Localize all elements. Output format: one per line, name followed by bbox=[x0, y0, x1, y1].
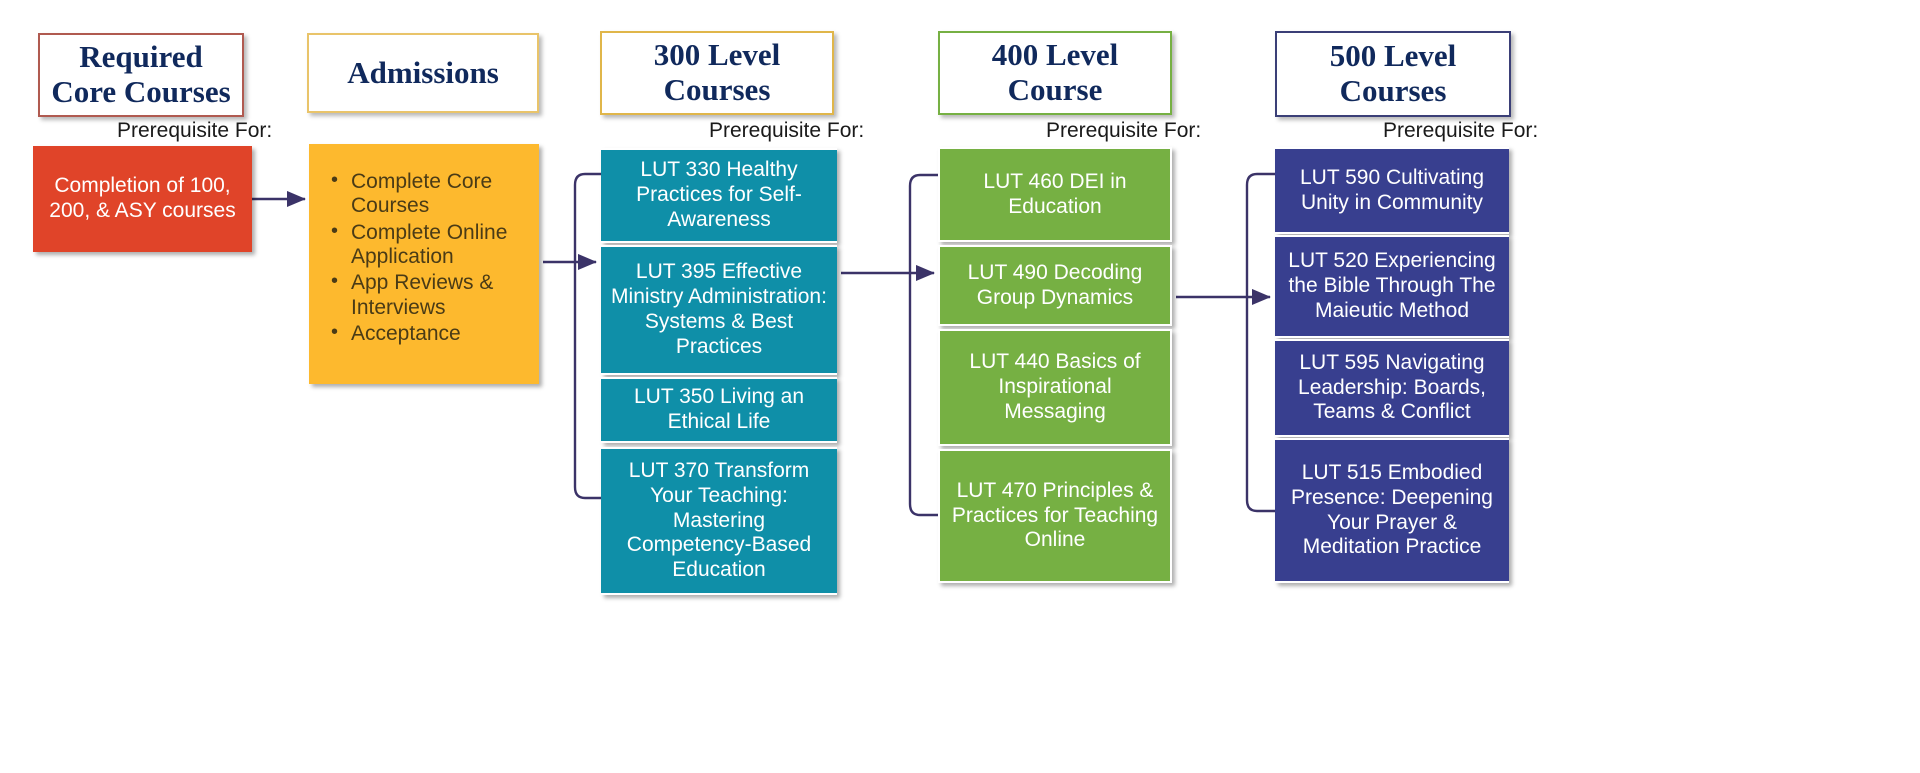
block-lut-470[interactable]: LUT 470 Principles & Practices for Teach… bbox=[938, 449, 1172, 583]
block-lut-330[interactable]: LUT 330 Healthy Practices for Self-Aware… bbox=[601, 148, 837, 243]
list-item: Complete Online Application bbox=[331, 220, 527, 270]
header-admissions: Admissions bbox=[307, 33, 539, 113]
header-required-core-courses: Required Core Courses bbox=[38, 33, 244, 117]
prerequisite-label-core: Prerequisite For: bbox=[117, 119, 273, 142]
block-lut-395[interactable]: LUT 395 Effective Ministry Administratio… bbox=[601, 245, 837, 375]
admissions-requirements-list[interactable]: Complete Core Courses Complete Online Ap… bbox=[309, 144, 539, 384]
header-500-level-courses: 500 Level Courses bbox=[1275, 31, 1511, 117]
block-lut-590[interactable]: LUT 590 Cultivating Unity in Community bbox=[1275, 147, 1509, 234]
prerequisite-label-300: Prerequisite For: bbox=[709, 119, 865, 142]
prerequisite-label-500: Prerequisite For: bbox=[1383, 119, 1539, 142]
bracket-300 bbox=[573, 172, 601, 500]
block-lut-370[interactable]: LUT 370 Transform Your Teaching: Masteri… bbox=[601, 447, 837, 595]
list-item: App Reviews & Interviews bbox=[331, 270, 527, 320]
block-lut-520[interactable]: LUT 520 Experiencing the Bible Through T… bbox=[1275, 235, 1509, 338]
block-lut-350[interactable]: LUT 350 Living an Ethical Life bbox=[601, 377, 837, 443]
block-lut-440[interactable]: LUT 440 Basics of Inspirational Messagin… bbox=[938, 329, 1172, 446]
list-item: Complete Core Courses bbox=[331, 169, 527, 219]
block-core-completion[interactable]: Completion of 100, 200, & ASY courses bbox=[33, 146, 252, 252]
block-lut-460[interactable]: LUT 460 DEI in Education bbox=[938, 147, 1172, 242]
bracket-400 bbox=[908, 173, 938, 517]
block-lut-490[interactable]: LUT 490 Decoding Group Dynamics bbox=[938, 245, 1172, 326]
block-lut-515[interactable]: LUT 515 Embodied Presence: Deepening You… bbox=[1275, 438, 1509, 583]
header-400-level-course: 400 Level Course bbox=[938, 31, 1172, 115]
bracket-500 bbox=[1245, 172, 1275, 513]
header-300-level-courses: 300 Level Courses bbox=[600, 31, 834, 115]
prerequisite-label-400: Prerequisite For: bbox=[1046, 119, 1202, 142]
list-item: Acceptance bbox=[331, 321, 527, 346]
block-lut-595[interactable]: LUT 595 Navigating Leadership: Boards, T… bbox=[1275, 339, 1509, 437]
